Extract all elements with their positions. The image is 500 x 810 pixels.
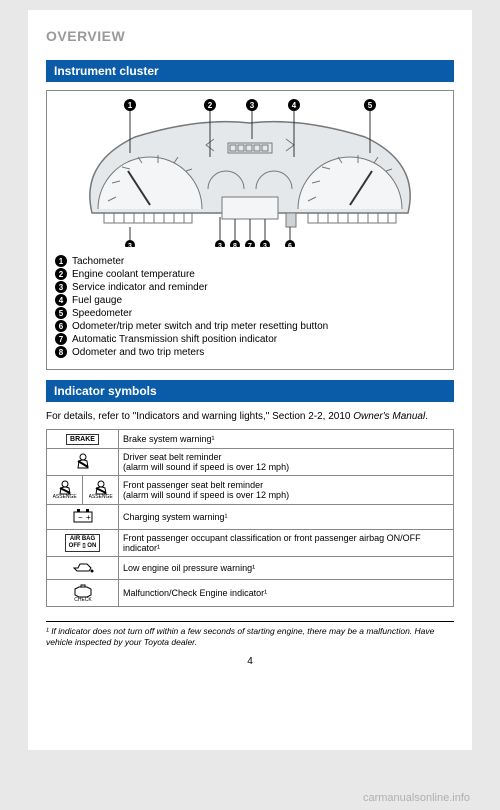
- legend-number-icon: 1: [55, 255, 67, 267]
- cluster-section-title: Instrument cluster: [46, 60, 454, 82]
- details-suffix: .: [425, 411, 428, 422]
- legend-row: 3 Service indicator and reminder: [55, 281, 445, 293]
- svg-text:1: 1: [128, 101, 133, 110]
- manual-page: OVERVIEW Instrument cluster 12345: [28, 10, 472, 750]
- legend-text: Automatic Transmission shift position in…: [72, 334, 277, 345]
- svg-text:6: 6: [288, 243, 292, 247]
- legend-number-icon: 4: [55, 294, 67, 306]
- legend-text: Odometer and two trip meters: [72, 347, 204, 358]
- indicator-text: Front passenger occupant classification …: [119, 530, 454, 557]
- legend-row: 4 Fuel gauge: [55, 294, 445, 306]
- details-prefix: For details, refer to "Indicators and wa…: [46, 411, 353, 422]
- svg-text:PASSENGER: PASSENGER: [53, 494, 77, 499]
- indicator-icon: PASSENGER: [47, 476, 83, 505]
- indicator-row: Driver seat belt reminder (alarm will so…: [47, 449, 454, 476]
- indicator-icon: BRAKE: [47, 430, 119, 449]
- indicator-icon: [47, 557, 119, 580]
- legend-number-icon: 8: [55, 346, 67, 358]
- page-number: 4: [46, 656, 454, 667]
- legend-row: 5 Speedometer: [55, 307, 445, 319]
- instrument-cluster-diagram: 1 2 3 4 5: [70, 97, 430, 247]
- cluster-box: 12345: [46, 90, 454, 370]
- indicator-text: Front passenger seat belt reminder (alar…: [119, 476, 454, 505]
- details-manual-em: Owner's Manual: [353, 411, 425, 422]
- indicator-icon: −+: [47, 505, 119, 530]
- legend-row: 2 Engine coolant temperature: [55, 268, 445, 280]
- svg-text:7: 7: [248, 243, 252, 247]
- legend-number-icon: 6: [55, 320, 67, 332]
- legend-text: Speedometer: [72, 308, 132, 319]
- indicator-text: Brake system warning¹: [119, 430, 454, 449]
- watermark: carmanualsonline.info: [363, 792, 470, 804]
- indicator-row: Low engine oil pressure warning¹: [47, 557, 454, 580]
- indicator-table: BRAKEBrake system warning¹Driver seat be…: [46, 429, 454, 607]
- svg-text:3: 3: [263, 243, 267, 247]
- indicator-text: Charging system warning¹: [119, 505, 454, 530]
- indicator-row: −+Charging system warning¹: [47, 505, 454, 530]
- legend-row: 6 Odometer/trip meter switch and trip met…: [55, 320, 445, 332]
- legend-text: Tachometer: [72, 256, 124, 267]
- svg-text:3: 3: [250, 101, 255, 110]
- indicators-details-text: For details, refer to "Indicators and wa…: [46, 410, 454, 423]
- overview-heading: OVERVIEW: [46, 28, 454, 44]
- svg-text:CHECK: CHECK: [74, 597, 92, 601]
- legend-number-icon: 7: [55, 333, 67, 345]
- legend-text: Engine coolant temperature: [72, 269, 195, 280]
- indicator-text: Malfunction/Check Engine indicator¹: [119, 580, 454, 607]
- svg-text:PASSENGER: PASSENGER: [89, 494, 113, 499]
- svg-text:2: 2: [208, 101, 213, 110]
- footnote: ¹ If indicator does not turn off within …: [46, 621, 454, 648]
- legend-row: 1 Tachometer: [55, 255, 445, 267]
- indicator-row: AIR BAGOFF ▯ ONFront passenger occupant …: [47, 530, 454, 557]
- indicator-text: Low engine oil pressure warning¹: [119, 557, 454, 580]
- svg-text:+: +: [86, 513, 91, 522]
- legend-text: Odometer/trip meter switch and trip mete…: [72, 321, 328, 332]
- indicator-text: Driver seat belt reminder (alarm will so…: [119, 449, 454, 476]
- legend-row: 8 Odometer and two trip meters: [55, 346, 445, 358]
- legend-text: Fuel gauge: [72, 295, 122, 306]
- indicator-row: CHECK Malfunction/Check Engine indicator¹: [47, 580, 454, 607]
- legend-number-icon: 2: [55, 268, 67, 280]
- svg-text:−: −: [78, 513, 83, 522]
- indicator-icon: [47, 449, 119, 476]
- indicators-section-title: Indicator symbols: [46, 380, 454, 402]
- legend-text: Service indicator and reminder: [72, 282, 208, 293]
- indicator-row: PASSENGER PASSENGER Front passenger seat b…: [47, 476, 454, 505]
- svg-text:3: 3: [218, 243, 222, 247]
- indicator-icon: AIR BAGOFF ▯ ON: [47, 530, 119, 557]
- legend-number-icon: 3: [55, 281, 67, 293]
- svg-text:8: 8: [233, 243, 237, 247]
- svg-text:4: 4: [292, 101, 297, 110]
- svg-text:3: 3: [128, 243, 132, 247]
- indicator-row: BRAKEBrake system warning¹: [47, 430, 454, 449]
- cluster-legend: 1Tachometer2Engine coolant temperature3S…: [55, 255, 445, 358]
- indicator-icon: PASSENGER: [83, 476, 119, 505]
- indicator-icon: CHECK: [47, 580, 119, 607]
- legend-number-icon: 5: [55, 307, 67, 319]
- svg-text:5: 5: [368, 101, 373, 110]
- legend-row: 7 Automatic Transmission shift position i…: [55, 333, 445, 345]
